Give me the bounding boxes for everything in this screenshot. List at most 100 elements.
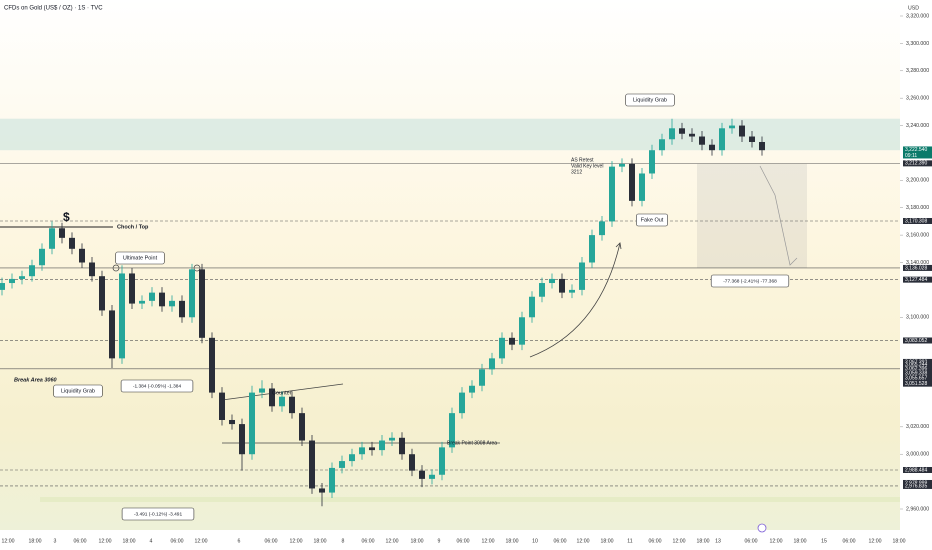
x-tick-label: 12:00	[386, 538, 399, 544]
candle-body	[479, 369, 485, 386]
price-tag-time: 09:11	[905, 153, 917, 159]
price-tag	[903, 146, 932, 159]
marker	[193, 264, 201, 272]
annotation: Break Point 3008 Area	[447, 440, 497, 446]
y-tick-label: 3,240.000	[906, 123, 929, 129]
price-tag-label: 2,988.484	[905, 467, 927, 473]
x-tick-label: 12:00	[482, 538, 495, 544]
candle-body	[599, 221, 605, 236]
price-tag-label: 3,059.338	[905, 370, 927, 376]
x-tick-label: 18:00	[893, 538, 906, 544]
candle-body	[199, 269, 205, 338]
y-tick-label: 3,320.000	[906, 13, 929, 19]
annotation: -3.491 (-0.12%) -3.491	[134, 511, 183, 517]
price-tag	[903, 375, 932, 382]
candle-body	[659, 139, 665, 151]
candle-body	[289, 396, 295, 414]
candle-body	[489, 358, 495, 370]
candle-body	[179, 300, 185, 318]
candle-body	[89, 262, 95, 277]
projection-path	[759, 165, 798, 266]
price-tag-label: 3,083.052	[905, 338, 927, 344]
candle-body	[149, 292, 155, 301]
x-tick-label: 12:00	[99, 538, 112, 544]
annotation-box	[121, 507, 195, 521]
annotation: AS Retest	[571, 157, 594, 163]
x-tick-label: 12:00	[290, 538, 303, 544]
candle-body	[219, 392, 225, 420]
projection-box	[697, 163, 807, 268]
candle-body	[629, 163, 635, 201]
price-tag	[903, 160, 932, 167]
candle-body	[429, 474, 435, 479]
candle-body	[9, 278, 15, 284]
x-tick-label: 18:00	[411, 538, 424, 544]
x-tick-label: 6	[238, 538, 241, 544]
x-tick-label: 11	[627, 538, 632, 544]
price-tag-label: 3,222.540	[905, 147, 927, 153]
candle-body	[109, 310, 115, 359]
candle-body	[759, 141, 765, 151]
candle-body	[139, 300, 145, 304]
currency: USD	[908, 5, 919, 11]
annotation-box	[120, 379, 194, 393]
candle-body	[319, 488, 325, 493]
candle-body	[299, 413, 305, 441]
candle-body	[499, 337, 505, 359]
candle-body	[249, 392, 255, 455]
candle-body	[359, 447, 365, 455]
annotation: 3212	[571, 169, 582, 175]
price-tag	[903, 337, 932, 344]
candle-body	[749, 136, 755, 142]
annotation-box	[710, 274, 790, 288]
candle-body	[159, 292, 165, 307]
candle-body	[379, 440, 385, 451]
y-tick-label: 2,960.000	[906, 506, 929, 512]
candle-body	[579, 262, 585, 290]
candle-body	[339, 461, 345, 468]
price-tag-label: 2,976.835	[905, 483, 927, 489]
annotation-box	[625, 93, 675, 107]
candle-body	[39, 248, 45, 266]
y-tick-label: 3,140.000	[906, 260, 929, 266]
time-axis	[0, 530, 900, 550]
candle-body	[119, 273, 125, 359]
candle-body	[409, 454, 415, 471]
candle-body	[309, 440, 315, 489]
x-tick-label: 06:00	[843, 538, 856, 544]
curve-arrow-head	[615, 242, 622, 250]
candle-body	[459, 392, 465, 414]
candle-body	[29, 265, 35, 277]
candle-body	[709, 144, 715, 151]
y-tick-label: 3,000.000	[906, 452, 929, 458]
candle-body	[719, 128, 725, 151]
candle-body	[99, 276, 105, 311]
x-tick-label: 12:00	[673, 538, 686, 544]
candle-body	[189, 269, 195, 318]
candle-body	[49, 228, 55, 249]
price-tag-label: 3,062.396	[905, 366, 927, 372]
annotation: Liquidity Grab	[61, 388, 95, 394]
chart-title: CFDs on Gold (US$ / OZ) · 1S · TVC	[4, 6, 103, 12]
y-tick-label: 3,100.000	[906, 315, 929, 321]
x-tick-label: 9	[438, 538, 441, 544]
curve-arrow	[529, 242, 621, 358]
y-tick-label: 3,180.000	[906, 205, 929, 211]
price-tag	[903, 361, 932, 368]
price-tag	[903, 365, 932, 372]
price-tag	[903, 276, 932, 283]
x-tick-label: 10	[532, 538, 538, 544]
candle-body	[19, 276, 25, 279]
candle-body	[449, 413, 455, 448]
candle-body	[209, 337, 215, 393]
candle-body	[679, 128, 685, 134]
x-tick-label: 06:00	[362, 538, 375, 544]
counter-line	[221, 383, 344, 401]
price-axis	[900, 0, 932, 550]
candle-body	[79, 248, 85, 263]
candle-body	[279, 396, 285, 407]
y-tick-label: 3,260.000	[906, 96, 929, 102]
price-tag-label: 3,127.484	[905, 277, 927, 283]
price-tag-label: 3,136.028	[905, 265, 927, 271]
